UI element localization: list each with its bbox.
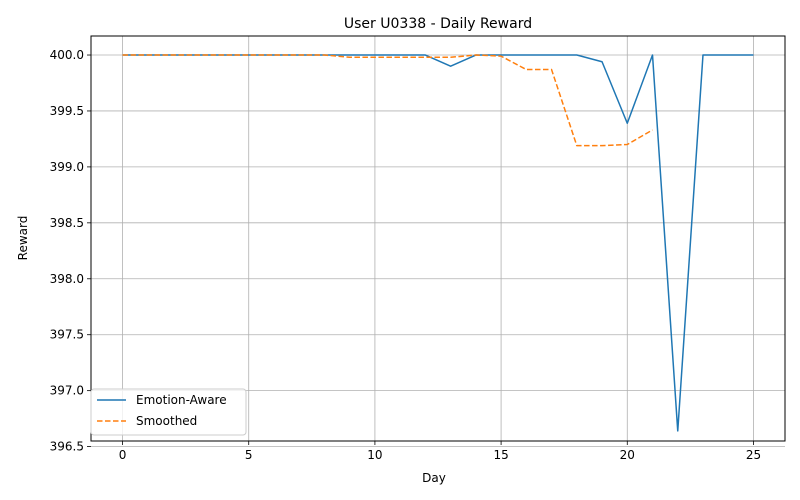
legend-label-smoothed: Smoothed xyxy=(136,414,197,428)
y-tick-label: 396.5 xyxy=(50,440,84,454)
chart-title: User U0338 - Daily Reward xyxy=(344,16,532,32)
x-tick-label: 10 xyxy=(367,448,382,462)
x-axis-label: Day xyxy=(422,471,446,485)
y-tick-label: 397.5 xyxy=(50,328,84,342)
y-tick-label: 397.0 xyxy=(50,384,84,398)
x-tick-label: 25 xyxy=(746,448,761,462)
y-tick-label: 399.0 xyxy=(50,160,84,174)
x-tick-label: 15 xyxy=(493,448,508,462)
legend-label-emotion-aware: Emotion-Aware xyxy=(136,393,227,407)
y-axis-label: Reward xyxy=(16,216,30,261)
x-tick-label: 20 xyxy=(620,448,635,462)
y-tick-label: 399.5 xyxy=(50,104,84,118)
y-tick-label: 398.0 xyxy=(50,272,84,286)
series-line-smoothed xyxy=(122,54,653,147)
y-tick-label: 398.5 xyxy=(50,216,84,230)
plot-frame xyxy=(90,35,786,442)
y-tick-label: 400.0 xyxy=(50,48,84,62)
legend-box xyxy=(90,388,247,436)
series-layer xyxy=(122,54,754,432)
x-tick-label: 5 xyxy=(245,448,253,462)
x-tick-label: 0 xyxy=(119,448,127,462)
axis-ticks: 0 5 10 15 20 25 396.5 397.0 397.5 398.0 398.5 399.0… xyxy=(50,48,761,462)
legend: Emotion-Aware Smoothed xyxy=(90,388,247,436)
